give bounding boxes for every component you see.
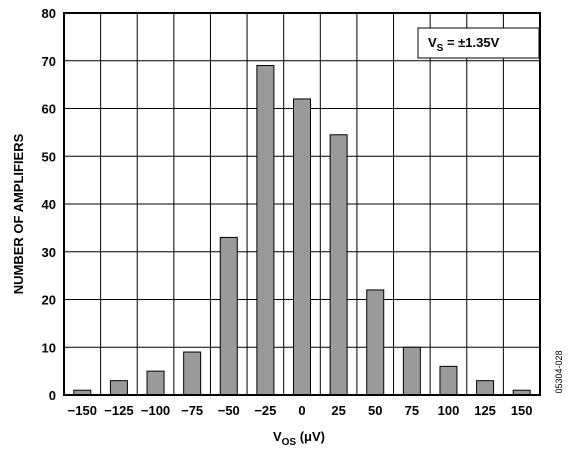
x-axis-title-subscript: OS [282,437,297,448]
bar-125 [476,380,495,396]
bar-100 [439,365,458,396]
x-tick-label: 25 [331,403,345,418]
x-tick-label: −50 [218,403,240,418]
y-tick-label: 40 [42,197,56,212]
legend-box: VS = ±1.35V [417,27,540,59]
x-tick-label: 125 [474,403,496,418]
x-tick-label: −125 [104,403,133,418]
x-tick-label: −150 [68,403,97,418]
legend-frame [417,27,540,59]
y-axis-title: NUMBER OF AMPLIFIERS [11,133,26,294]
bar-−125 [109,380,128,396]
y-tick-label: 20 [42,293,56,308]
legend-label: VS = ±1.35V [428,35,500,54]
y-tick-labels: 0 10 20 30 40 50 60 70 80 [42,6,56,403]
x-tick-label: −75 [181,403,203,418]
x-tick-labels: −150 −125 −100 −75 −50 −25 0 25 50 75 100 125 150 [68,403,533,418]
y-tick-label: 10 [42,340,56,355]
y-tick-label: 60 [42,102,56,117]
bar-−25 [256,65,275,396]
y-tick-label: 30 [42,245,56,260]
x-tick-label: 50 [368,403,382,418]
x-axis-title-unit: (μV) [296,429,325,444]
y-tick-label: 0 [49,388,56,403]
bar-−75 [183,351,202,396]
bar-−50 [219,236,238,396]
x-tick-label: 100 [438,403,460,418]
bar-0 [293,98,311,396]
x-tick-label: 150 [511,403,533,418]
bar-25 [329,134,348,396]
plot-frame [63,12,541,396]
bars [73,65,531,396]
x-tick-label: −100 [141,403,170,418]
bar-75 [402,346,421,396]
y-tick-label: 70 [42,54,56,69]
x-tick-label: −25 [254,403,276,418]
y-tick-label: 50 [42,149,56,164]
bar-50 [366,289,385,396]
x-tick-label: 0 [298,403,305,418]
legend-label-subscript: S [437,43,444,54]
x-tick-label: 75 [405,403,419,418]
y-tick-label: 80 [42,6,56,21]
x-axis-title: VOS (μV) [273,429,325,448]
legend-label-main: V [428,35,437,50]
x-axis-title-main: V [273,429,282,444]
legend-label-rest: = ±1.35V [443,35,499,50]
bar-−100 [146,370,165,396]
figure-code: 05304-028 [554,350,564,393]
